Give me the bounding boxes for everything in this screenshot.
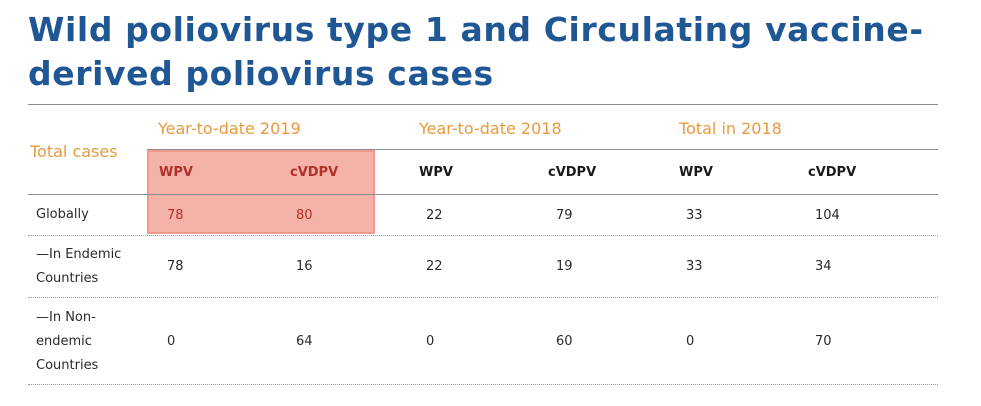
cell-nonendemic-cvdpv-2019: 64 xyxy=(296,334,313,349)
col-header-cvdpv-total-2018: cVDPV xyxy=(808,165,857,180)
table-bottom-divider xyxy=(28,384,938,385)
cell-endemic-cvdpv-2019: 16 xyxy=(296,259,313,274)
row-label-line: —In Endemic xyxy=(36,247,122,262)
row-label-globally: Globally xyxy=(36,203,89,227)
group-header-divider xyxy=(147,149,938,150)
group-header-ytd-2019: Year-to-date 2019 xyxy=(158,119,301,138)
col-header-cvdpv-ytd-2018: cVDPV xyxy=(548,165,597,180)
col-header-wpv-total-2018: WPV xyxy=(679,165,713,180)
col-header-wpv-2019: WPV xyxy=(159,165,193,180)
title-line-2: derived poliovirus cases xyxy=(28,54,494,93)
header-bottom-divider xyxy=(28,194,938,195)
cell-nonendemic-wpv-total-2018: 0 xyxy=(686,334,695,349)
cell-globally-wpv-total-2018: 33 xyxy=(686,208,703,223)
cell-nonendemic-cvdpv-total-2018: 70 xyxy=(815,334,832,349)
cell-endemic-cvdpv-total-2018: 34 xyxy=(815,259,832,274)
cell-globally-cvdpv-2019: 80 xyxy=(296,208,313,223)
cell-nonendemic-cvdpv-ytd-2018: 60 xyxy=(556,334,573,349)
group-header-ytd-2018: Year-to-date 2018 xyxy=(419,119,562,138)
cell-endemic-wpv-total-2018: 33 xyxy=(686,259,703,274)
row-label-line: endemic xyxy=(36,334,92,349)
cell-nonendemic-wpv-ytd-2018: 0 xyxy=(426,334,435,349)
row-divider xyxy=(28,297,938,298)
title-divider xyxy=(28,104,938,105)
highlight-box-2019 xyxy=(147,150,375,234)
col-header-cvdpv-2019: cVDPV xyxy=(290,165,339,180)
row-label-line: —In Non- xyxy=(36,310,96,325)
cell-globally-cvdpv-ytd-2018: 79 xyxy=(556,208,573,223)
row-label-line: Countries xyxy=(36,358,99,373)
cell-endemic-wpv-2019: 78 xyxy=(167,259,184,274)
cell-endemic-wpv-ytd-2018: 22 xyxy=(426,259,443,274)
row-divider xyxy=(28,235,938,236)
cell-globally-cvdpv-total-2018: 104 xyxy=(815,208,840,223)
row-label-line: Countries xyxy=(36,271,99,286)
group-header-total-2018: Total in 2018 xyxy=(679,119,782,138)
cell-globally-wpv-ytd-2018: 22 xyxy=(426,208,443,223)
col-header-wpv-ytd-2018: WPV xyxy=(419,165,453,180)
cell-nonendemic-wpv-2019: 0 xyxy=(167,334,176,349)
row-label-line: Globally xyxy=(36,207,89,222)
title-line-1: Wild poliovirus type 1 and Circulating v… xyxy=(28,10,924,49)
page-title: Wild poliovirus type 1 and Circulating v… xyxy=(28,8,948,96)
total-cases-label: Total cases xyxy=(30,142,118,161)
cell-globally-wpv-2019: 78 xyxy=(167,208,184,223)
row-label-non-endemic: —In Non- endemic Countries xyxy=(36,306,98,378)
row-label-endemic: —In Endemic Countries xyxy=(36,243,121,291)
cell-endemic-cvdpv-ytd-2018: 19 xyxy=(556,259,573,274)
